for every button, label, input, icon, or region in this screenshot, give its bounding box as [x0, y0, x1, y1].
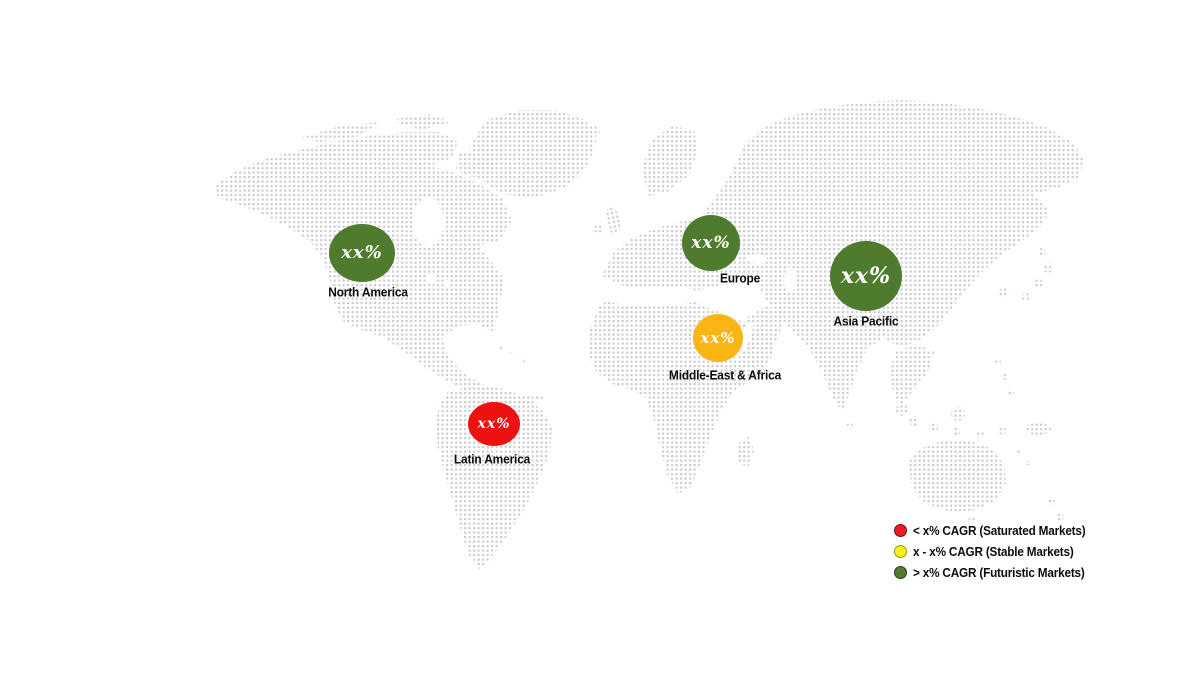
region-value: xx% [341, 242, 383, 263]
legend-item-saturated: < x% CAGR (Saturated Markets) [894, 520, 1097, 541]
legend-label: < x% CAGR (Saturated Markets) [913, 523, 1086, 538]
legend-dot-yellow [894, 545, 907, 558]
legend-item-stable: x - x% CAGR (Stable Markets) [894, 541, 1097, 562]
legend-label: > x% CAGR (Futuristic Markets) [913, 565, 1085, 580]
cagr-legend: < x% CAGR (Saturated Markets) x - x% CAG… [894, 520, 1097, 583]
legend-item-futuristic: > x% CAGR (Futuristic Markets) [894, 562, 1097, 583]
region-label-latin-america: Latin America [453, 451, 531, 467]
water-cutouts [412, 198, 796, 359]
region-bubble-middle-east-africa: xx% [693, 314, 743, 362]
continents [214, 100, 1084, 570]
region-label-middle-east-africa: Middle-East & Africa [668, 367, 782, 383]
region-bubble-asia-pacific: xx% [830, 241, 902, 311]
region-bubble-north-america: xx% [329, 224, 395, 282]
region-bubble-europe: xx% [682, 215, 740, 271]
region-value: xx% [700, 328, 736, 347]
legend-dot-red [894, 524, 907, 537]
region-value: xx% [477, 416, 511, 432]
region-label-asia-pacific: Asia Pacific [833, 313, 899, 329]
region-value: xx% [840, 263, 892, 289]
region-bubble-latin-america: xx% [468, 402, 520, 446]
region-value: xx% [691, 232, 731, 253]
legend-dot-green [894, 566, 907, 579]
region-label-north-america: North America [328, 284, 408, 300]
legend-label: x - x% CAGR (Stable Markets) [913, 544, 1074, 559]
region-label-europe: Europe [719, 270, 761, 286]
